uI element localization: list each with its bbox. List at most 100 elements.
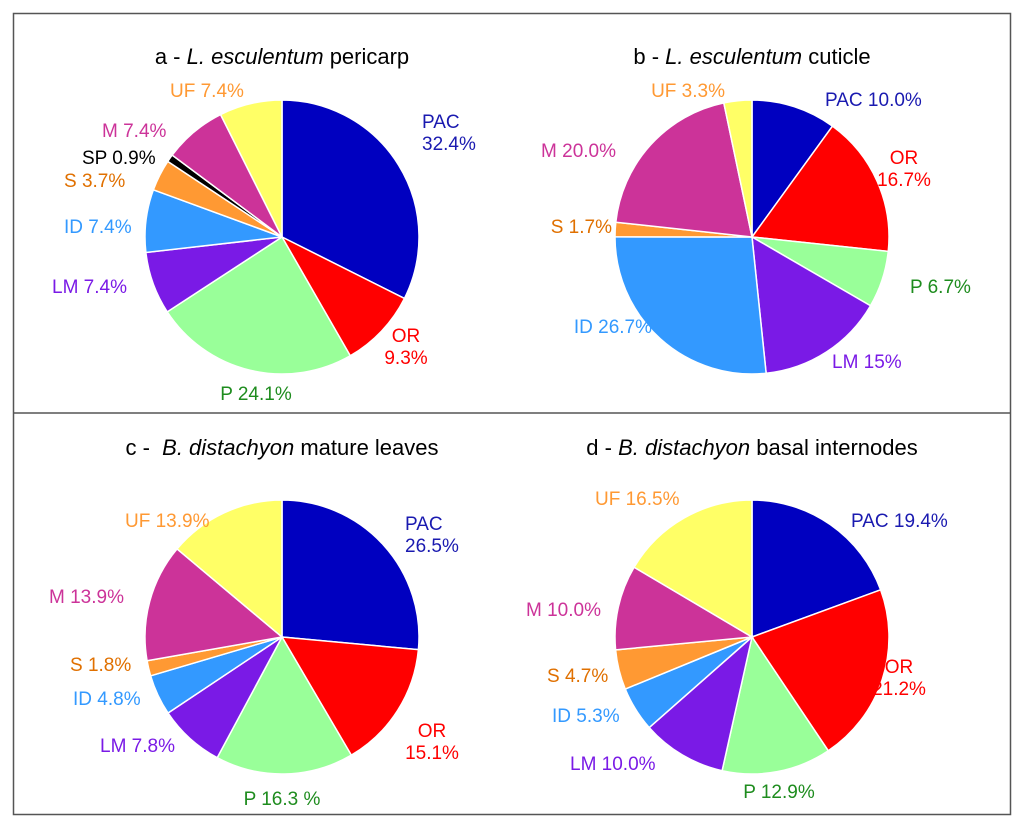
panel-b-label-lm: LM 15% xyxy=(832,352,902,373)
panel-a-labels: PAC 32.4% OR 9.3% P 24.1% LM 7.4% ID 7.4% S 3.7… xyxy=(52,81,476,405)
panel-c-slice-uf xyxy=(176,499,283,639)
panel-c-label-id-line: ID 4.8% xyxy=(73,689,141,710)
panel-a-label-or: OR 9.3% xyxy=(384,326,427,369)
panel-d-label-m-line: M 10.0% xyxy=(526,600,601,621)
panel-c-title-prefix: c - xyxy=(125,435,162,460)
panel-b-label-p: P 6.7% xyxy=(910,277,971,298)
panel-a-label-pac-line: PAC xyxy=(422,112,460,133)
panel-a-label-s-line: S 3.7% xyxy=(64,171,125,192)
panel-d-label-pac: PAC 19.4% xyxy=(851,511,948,532)
panel-a-label-lm: LM 7.4% xyxy=(52,277,127,298)
panel-d-label-uf: UF 16.5% xyxy=(595,489,680,510)
panel-d-label-or-line: OR xyxy=(885,657,914,678)
panel-a-slices xyxy=(144,99,420,375)
panel-a-label-id: ID 7.4% xyxy=(64,217,132,238)
panel-a-title-prefix: a - xyxy=(155,44,187,69)
panel-c-label-lm: LM 7.8% xyxy=(100,736,175,757)
panel-b-cuticle: b - L. esculentum cuticle PAC 10.0% OR 16.… xyxy=(541,44,971,375)
panel-b-title-suffix: cuticle xyxy=(802,44,870,69)
panel-d-slice-m xyxy=(614,566,755,651)
panel-a-slice-pac xyxy=(281,99,420,300)
panel-d-label-or-line: 21.2% xyxy=(872,679,926,700)
panel-a-label-uf-line: UF 7.4% xyxy=(170,81,244,102)
panel-b-slice-m xyxy=(614,102,753,238)
panel-c-slice-or xyxy=(280,636,420,757)
panel-d-title: d - B. distachyon basal internodes xyxy=(586,435,917,460)
panel-d-slice-p xyxy=(721,635,830,775)
panel-a-title-species: L. esculentum xyxy=(187,44,324,69)
panel-a-slice-p xyxy=(166,235,352,375)
panel-a-slice-uf xyxy=(219,99,283,238)
panel-b-label-pac: PAC 10.0% xyxy=(825,90,922,111)
panel-c-label-m-line: M 13.9% xyxy=(49,587,124,608)
panel-c-label-uf: UF 13.9% xyxy=(125,511,210,532)
panel-b-slice-uf xyxy=(722,99,753,238)
panel-b-label-s: S 1.7% xyxy=(551,217,612,238)
panel-b-label-or-line: OR xyxy=(890,148,919,169)
panel-a-label-or-line: OR xyxy=(392,326,421,347)
panel-c-label-p-line: P 16.3 % xyxy=(244,789,321,810)
panel-b-label-lm-line: LM 15% xyxy=(832,352,902,373)
panel-b-label-pac-line: PAC 10.0% xyxy=(825,90,922,111)
panel-b-title-species: L. esculentum xyxy=(665,44,802,69)
panel-c-label-pac-line: 26.5% xyxy=(405,536,459,557)
panel-d-label-s-line: S 4.7% xyxy=(547,666,608,687)
panel-b-label-uf: UF 3.3% xyxy=(651,81,725,102)
panel-d-label-lm: LM 10.0% xyxy=(570,754,656,775)
panel-c-label-s-line: S 1.8% xyxy=(70,655,131,676)
panel-d-title-suffix: basal internodes xyxy=(750,435,918,460)
panel-b-label-m-line: M 20.0% xyxy=(541,141,616,162)
panel-c-title-species: B. distachyon xyxy=(162,435,294,460)
panel-a-pericarp: a - L. esculentum pericarp PAC 32.4% OR 9.3… xyxy=(52,44,476,405)
panel-d-label-id-line: ID 5.3% xyxy=(552,706,620,727)
panel-a-label-id-line: ID 7.4% xyxy=(64,217,132,238)
panel-a-label-uf: UF 7.4% xyxy=(170,81,244,102)
panel-a-slice-or xyxy=(280,235,406,357)
panel-d-slice-uf xyxy=(633,499,753,639)
panel-d-slices xyxy=(614,499,890,775)
panel-b-label-uf-line: UF 3.3% xyxy=(651,81,725,102)
panel-d-labels: PAC 19.4% OR 21.2% P 12.9% LM 10.0% ID 5.3% S … xyxy=(526,489,948,803)
panel-c-slice-pac xyxy=(281,499,420,651)
panel-c-title-suffix: mature leaves xyxy=(294,435,438,460)
panel-d-slice-or xyxy=(750,588,890,752)
panel-c-title: c - B. distachyon mature leaves xyxy=(125,435,438,460)
panel-a-label-pac: PAC 32.4% xyxy=(422,112,476,155)
panel-b-label-or: OR 16.7% xyxy=(877,148,931,191)
panel-d-label-pac-line: PAC 19.4% xyxy=(851,511,948,532)
panel-d-slice-pac xyxy=(751,499,882,639)
panel-a-label-pac-line: 32.4% xyxy=(422,134,476,155)
panel-a-label-sp-line: SP 0.9% xyxy=(82,148,156,169)
panel-b-label-m: M 20.0% xyxy=(541,141,616,162)
panel-b-slice-lm xyxy=(751,235,872,375)
panel-c-slice-p xyxy=(216,635,353,775)
panel-b-label-s-line: S 1.7% xyxy=(551,217,612,238)
panel-c-label-uf-line: UF 13.9% xyxy=(125,511,210,532)
panel-a-title: a - L. esculentum pericarp xyxy=(155,44,409,69)
panel-d-label-or: OR 21.2% xyxy=(872,657,926,700)
panel-d-slice-lm xyxy=(648,634,754,772)
panel-d-title-species: B. distachyon xyxy=(618,435,750,460)
panel-b-slice-pac xyxy=(751,99,834,240)
panel-b-label-id-line: ID 26.7% xyxy=(574,317,652,338)
panel-b-slices xyxy=(614,99,890,375)
panel-d-label-uf-line: UF 16.5% xyxy=(595,489,680,510)
panel-c-slice-m xyxy=(144,547,284,662)
panel-d-title-prefix: d - xyxy=(586,435,618,460)
panel-a-title-suffix: pericarp xyxy=(324,44,410,69)
panel-a-label-m-line: M 7.4% xyxy=(102,121,167,142)
panel-c-label-m: M 13.9% xyxy=(49,587,124,608)
panel-b-title-prefix: b - xyxy=(633,44,665,69)
panel-a-label-sp: SP 0.9% xyxy=(82,148,156,169)
panel-d-basal-internodes: d - B. distachyon basal internodes PAC 1… xyxy=(526,435,948,803)
panel-b-title: b - L. esculentum cuticle xyxy=(633,44,870,69)
panel-c-label-pac: PAC 26.5% xyxy=(405,514,459,557)
panel-c-label-or: OR 15.1% xyxy=(405,721,459,764)
panel-b-slice-id xyxy=(614,236,767,375)
panel-b-label-or-line: 16.7% xyxy=(877,170,931,191)
panel-c-label-pac-line: PAC xyxy=(405,514,443,535)
panel-c-label-p: P 16.3 % xyxy=(244,789,321,810)
panel-c-label-or-line: 15.1% xyxy=(405,743,459,764)
panel-a-label-p: P 24.1% xyxy=(220,384,292,405)
panel-d-label-p: P 12.9% xyxy=(743,782,815,803)
